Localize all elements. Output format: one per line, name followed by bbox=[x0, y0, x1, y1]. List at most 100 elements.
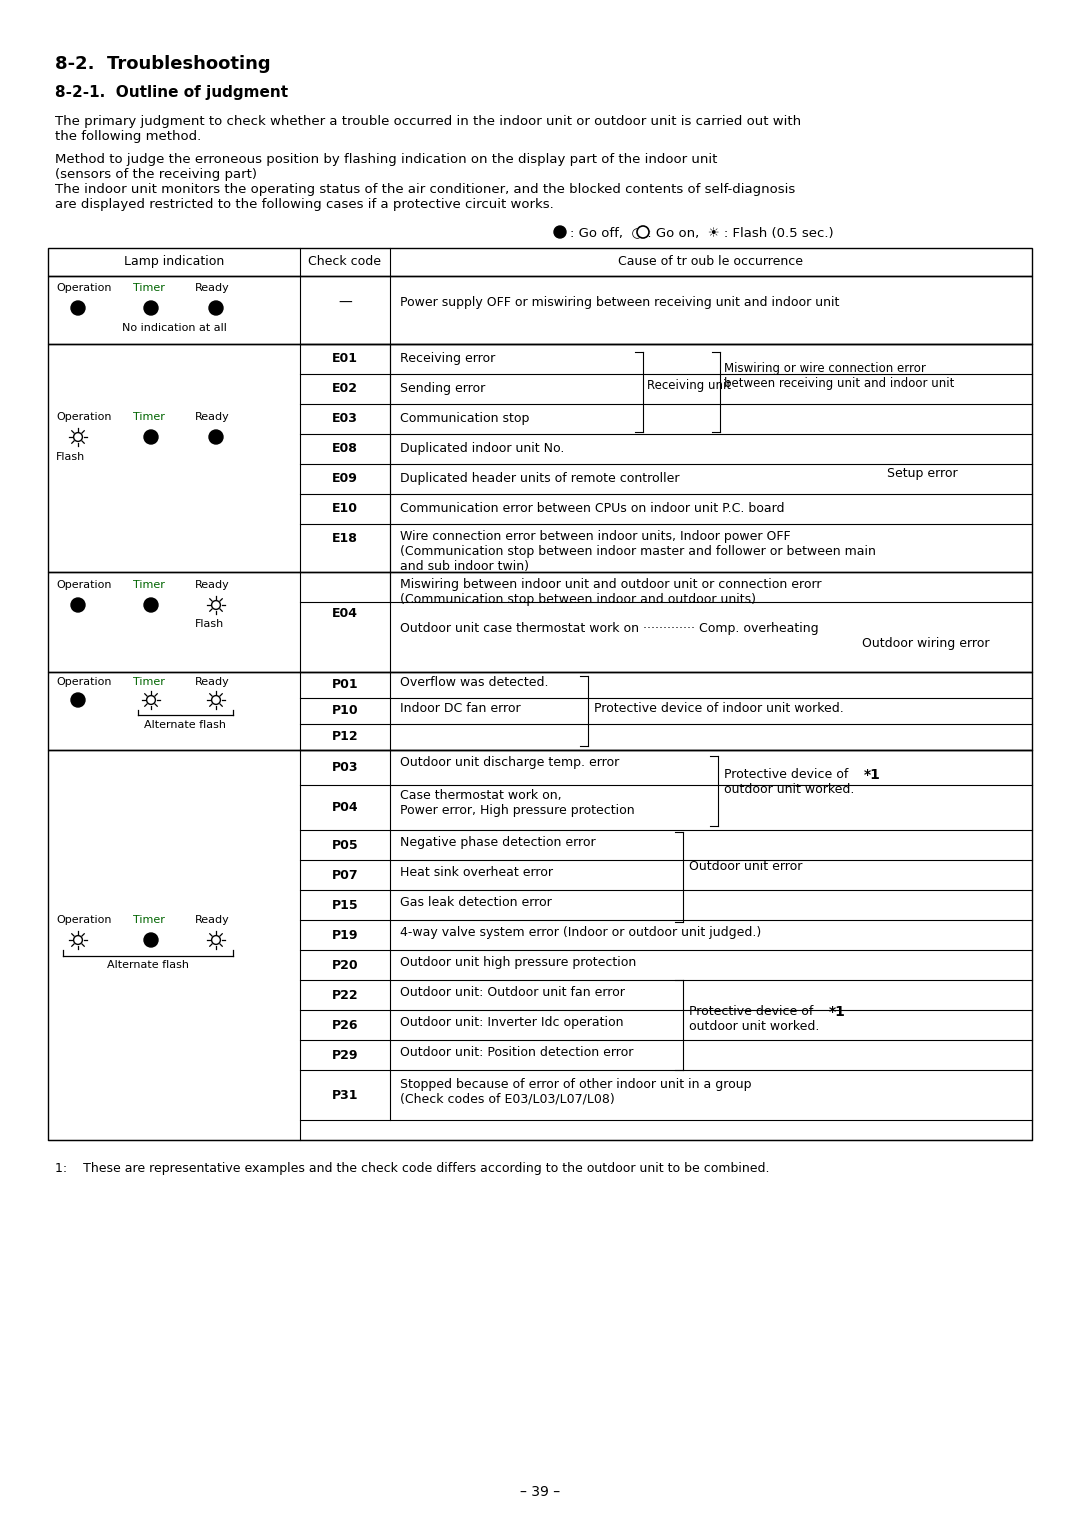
Circle shape bbox=[71, 301, 85, 315]
Text: Setup error: Setup error bbox=[887, 467, 958, 479]
Circle shape bbox=[71, 599, 85, 612]
Text: Timer: Timer bbox=[133, 282, 165, 293]
Text: Protective device of: Protective device of bbox=[724, 768, 849, 780]
Text: Duplicated header units of remote controller: Duplicated header units of remote contro… bbox=[400, 472, 679, 486]
Text: Outdoor unit: Outdoor unit fan error: Outdoor unit: Outdoor unit fan error bbox=[400, 986, 625, 999]
Text: Ready: Ready bbox=[195, 915, 230, 925]
Circle shape bbox=[147, 696, 156, 704]
Text: No indication at all: No indication at all bbox=[122, 324, 227, 333]
Bar bbox=[48, 750, 1032, 1141]
Circle shape bbox=[212, 600, 220, 609]
Text: E10: E10 bbox=[332, 502, 357, 515]
Text: Receiving error: Receiving error bbox=[400, 353, 496, 365]
Text: Duplicated indoor unit No.: Duplicated indoor unit No. bbox=[400, 441, 565, 455]
Text: Communication stop: Communication stop bbox=[400, 412, 529, 425]
Text: —: — bbox=[338, 296, 352, 310]
Circle shape bbox=[144, 301, 158, 315]
Text: *1: *1 bbox=[864, 768, 881, 782]
Text: P01: P01 bbox=[332, 678, 359, 692]
Text: 8-2.  Troubleshooting: 8-2. Troubleshooting bbox=[55, 55, 271, 73]
Text: P31: P31 bbox=[332, 1089, 359, 1102]
Text: – 39 –: – 39 – bbox=[519, 1484, 561, 1500]
Text: Case thermostat work on,
Power error, High pressure protection: Case thermostat work on, Power error, Hi… bbox=[400, 789, 635, 817]
Text: Heat sink overheat error: Heat sink overheat error bbox=[400, 866, 553, 880]
Text: 4-way valve system error (Indoor or outdoor unit judged.): 4-way valve system error (Indoor or outd… bbox=[400, 925, 761, 939]
Circle shape bbox=[144, 599, 158, 612]
Text: Lamp indication: Lamp indication bbox=[124, 255, 225, 269]
Text: Operation: Operation bbox=[56, 282, 111, 293]
Text: The primary judgment to check whether a trouble occurred in the indoor unit or o: The primary judgment to check whether a … bbox=[55, 115, 801, 144]
Text: E09: E09 bbox=[332, 472, 357, 486]
Text: P07: P07 bbox=[332, 869, 359, 883]
Text: Flash: Flash bbox=[56, 452, 85, 463]
Text: E04: E04 bbox=[332, 608, 357, 620]
Bar bbox=[48, 573, 1032, 672]
Text: Sending error: Sending error bbox=[400, 382, 485, 395]
Text: Outdoor wiring error: Outdoor wiring error bbox=[862, 637, 989, 651]
Text: P04: P04 bbox=[332, 802, 359, 814]
Text: Method to judge the erroneous position by flashing indication on the display par: Method to judge the erroneous position b… bbox=[55, 153, 717, 182]
Bar bbox=[48, 276, 1032, 344]
Text: 1:    These are representative examples and the check code differs according to : 1: These are representative examples and… bbox=[55, 1162, 769, 1174]
Text: Flash: Flash bbox=[195, 618, 225, 629]
Text: 8-2-1.  Outline of judgment: 8-2-1. Outline of judgment bbox=[55, 86, 288, 99]
Text: Protective device of indoor unit worked.: Protective device of indoor unit worked. bbox=[594, 702, 843, 715]
Text: E03: E03 bbox=[332, 412, 357, 425]
Text: P05: P05 bbox=[332, 838, 359, 852]
Text: E18: E18 bbox=[332, 531, 357, 545]
Text: Alternate flash: Alternate flash bbox=[145, 721, 227, 730]
Bar bbox=[48, 344, 1032, 573]
Text: P22: P22 bbox=[332, 989, 359, 1002]
Text: Outdoor unit high pressure protection: Outdoor unit high pressure protection bbox=[400, 956, 636, 970]
Text: outdoor unit worked.: outdoor unit worked. bbox=[689, 1020, 820, 1032]
Text: Operation: Operation bbox=[56, 412, 111, 421]
Circle shape bbox=[212, 696, 220, 704]
Text: *1: *1 bbox=[829, 1005, 846, 1019]
Text: Operation: Operation bbox=[56, 915, 111, 925]
Circle shape bbox=[73, 432, 82, 441]
Text: Outdoor unit: Inverter Idc operation: Outdoor unit: Inverter Idc operation bbox=[400, 1015, 623, 1029]
Text: between receiving unit and indoor unit: between receiving unit and indoor unit bbox=[724, 377, 955, 389]
Text: Ready: Ready bbox=[195, 282, 230, 293]
Text: Timer: Timer bbox=[133, 915, 165, 925]
Text: The indoor unit monitors the operating status of the air conditioner, and the bl: The indoor unit monitors the operating s… bbox=[55, 183, 795, 211]
Text: Outdoor unit error: Outdoor unit error bbox=[689, 860, 802, 873]
Text: Ready: Ready bbox=[195, 412, 230, 421]
Text: P10: P10 bbox=[332, 704, 359, 718]
Text: Check code: Check code bbox=[309, 255, 381, 269]
Text: Operation: Operation bbox=[56, 676, 111, 687]
Circle shape bbox=[637, 226, 649, 238]
Circle shape bbox=[144, 431, 158, 444]
Circle shape bbox=[212, 936, 220, 944]
Text: Ready: Ready bbox=[195, 676, 230, 687]
Text: Protective device of: Protective device of bbox=[689, 1005, 813, 1019]
Text: P15: P15 bbox=[332, 899, 359, 912]
Text: P26: P26 bbox=[332, 1019, 359, 1032]
Text: Receiving unit: Receiving unit bbox=[647, 379, 731, 392]
Text: Power supply OFF or miswiring between receiving unit and indoor unit: Power supply OFF or miswiring between re… bbox=[400, 296, 839, 308]
Text: Wire connection error between indoor units, Indoor power OFF
(Communication stop: Wire connection error between indoor uni… bbox=[400, 530, 876, 573]
Circle shape bbox=[73, 936, 82, 944]
Text: P29: P29 bbox=[332, 1049, 359, 1061]
Text: Indoor DC fan error: Indoor DC fan error bbox=[400, 702, 521, 715]
Text: outdoor unit worked.: outdoor unit worked. bbox=[724, 783, 854, 796]
Circle shape bbox=[144, 933, 158, 947]
Text: Stopped because of error of other indoor unit in a group
(Check codes of E03/L03: Stopped because of error of other indoor… bbox=[400, 1078, 752, 1106]
Text: Miswiring or wire connection error: Miswiring or wire connection error bbox=[724, 362, 926, 376]
Text: Overflow was detected.: Overflow was detected. bbox=[400, 676, 549, 689]
Text: Miswiring between indoor unit and outdoor unit or connection erorr
(Communicatio: Miswiring between indoor unit and outdoo… bbox=[400, 579, 822, 606]
Text: P12: P12 bbox=[332, 730, 359, 744]
Text: P19: P19 bbox=[332, 928, 359, 942]
Text: Gas leak detection error: Gas leak detection error bbox=[400, 896, 552, 909]
Text: P20: P20 bbox=[332, 959, 359, 973]
Bar bbox=[48, 247, 1032, 276]
Bar bbox=[48, 672, 1032, 750]
Circle shape bbox=[71, 693, 85, 707]
Text: Outdoor unit discharge temp. error: Outdoor unit discharge temp. error bbox=[400, 756, 619, 770]
Text: Communication error between CPUs on indoor unit P.C. board: Communication error between CPUs on indo… bbox=[400, 502, 784, 515]
Text: Timer: Timer bbox=[133, 412, 165, 421]
Text: E01: E01 bbox=[332, 353, 357, 365]
Text: Timer: Timer bbox=[133, 580, 165, 589]
Circle shape bbox=[210, 301, 222, 315]
Text: Operation: Operation bbox=[56, 580, 111, 589]
